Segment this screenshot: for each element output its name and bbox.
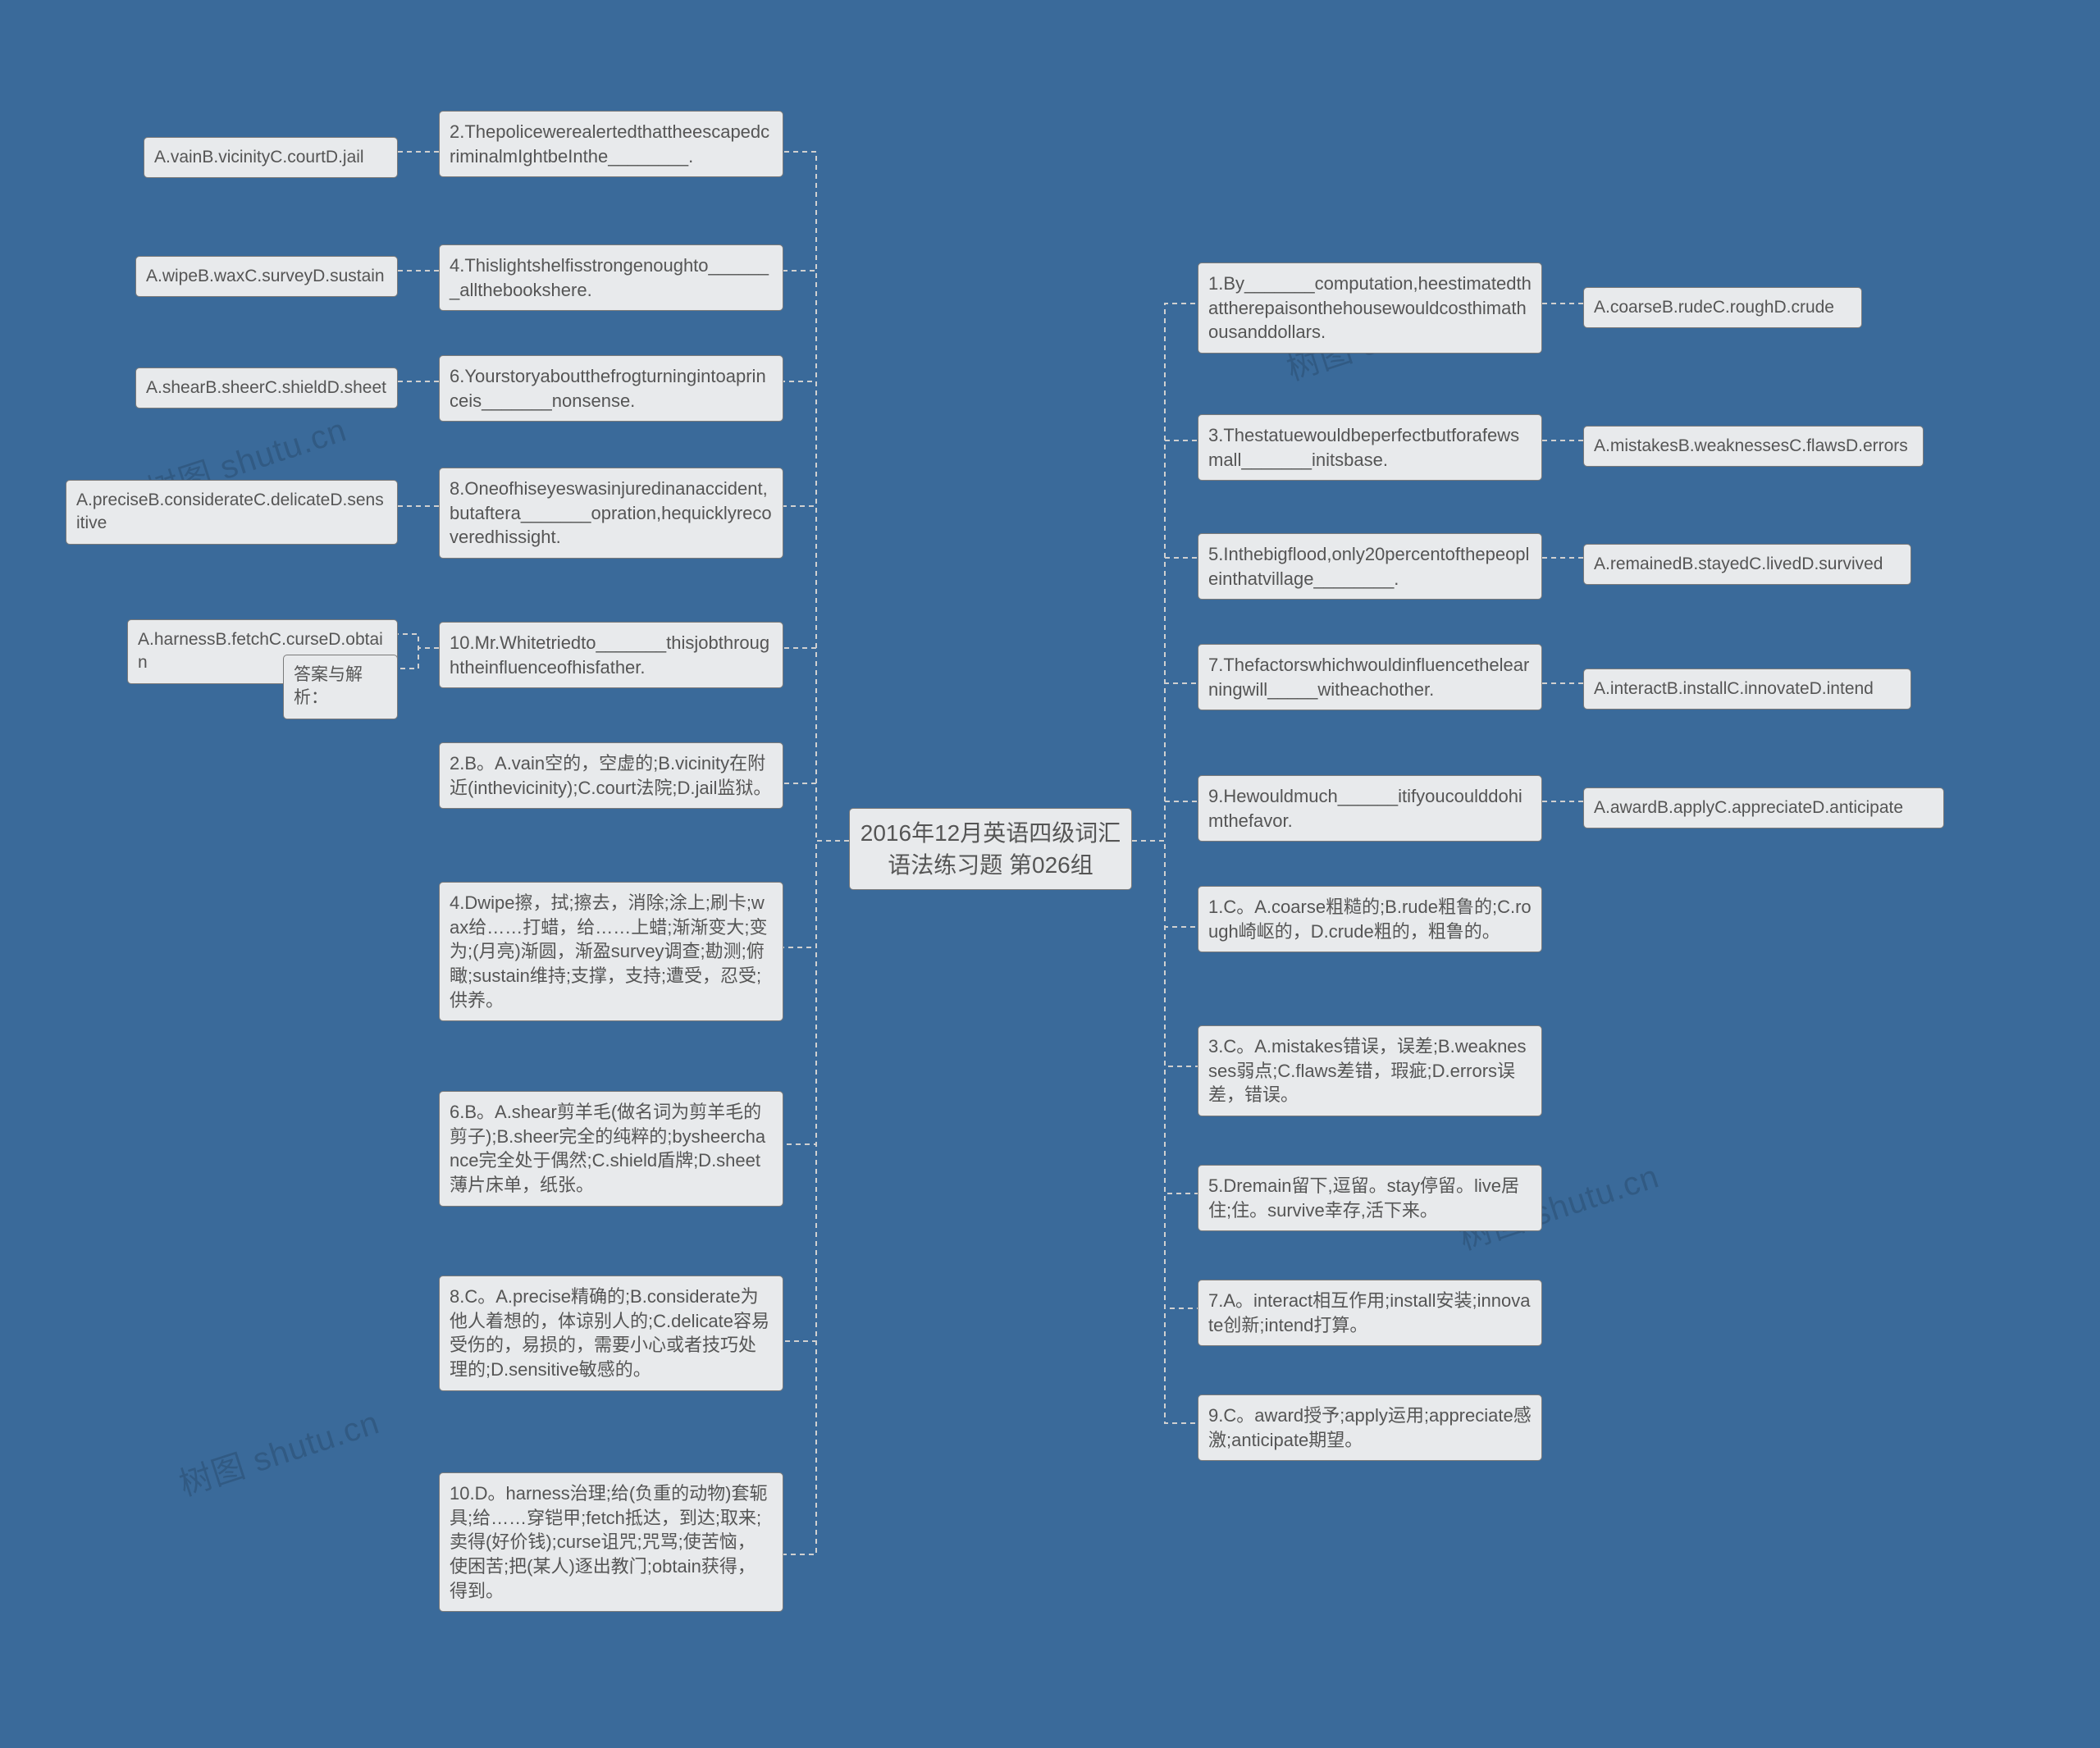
ans2: 2.B。A.vain空的，空虚的;B.vicinity在附近(inthevici… xyxy=(439,742,783,809)
center-node: 2016年12月英语四级词汇语法练习题 第026组 xyxy=(849,808,1132,890)
ans7: 7.A。interact相互作用;install安装;innovate创新;in… xyxy=(1198,1280,1542,1346)
ans8: 8.C。A.precise精确的;B.considerate为他人着想的，体谅别… xyxy=(439,1276,783,1391)
q10: 10.Mr.Whitetriedto_______thisjobthrought… xyxy=(439,622,783,688)
q2: 2.Thepolicewerealertedthattheescapedcrim… xyxy=(439,111,783,177)
q3: 3.Thestatuewouldbeperfectbutforafewsmall… xyxy=(1198,414,1542,481)
ans6: 6.B。A.shear剪羊毛(做名词为剪羊毛的剪子);B.sheer完全的纯粹的… xyxy=(439,1091,783,1207)
a2-opt: A.vainB.vicinityC.courtD.jail xyxy=(144,137,398,178)
a7: A.interactB.installC.innovateD.intend xyxy=(1583,669,1911,710)
a6-opt: A.shearB.sheerC.shieldD.sheet xyxy=(135,367,398,408)
ans9: 9.C。award授予;apply运用;appreciate感激;anticip… xyxy=(1198,1394,1542,1461)
a1: A.coarseB.rudeC.roughD.crude xyxy=(1583,287,1862,328)
a4-opt: A.wipeB.waxC.surveyD.sustain xyxy=(135,256,398,297)
ans10: 10.D。harness治理;给(负重的动物)套轭具;给……穿铠甲;fetch抵… xyxy=(439,1472,783,1612)
q5: 5.Inthebigflood,only20percentofthepeople… xyxy=(1198,533,1542,600)
q7: 7.Thefactorswhichwouldinfluencethelearni… xyxy=(1198,644,1542,710)
ans3: 3.C。A.mistakes错误，误差;B.weaknesses弱点;C.fla… xyxy=(1198,1025,1542,1116)
a9: A.awardB.applyC.appreciateD.anticipate xyxy=(1583,787,1944,828)
ans4: 4.Dwipe擦，拭;擦去，消除;涂上;刷卡;wax给……打蜡，给……上蜡;渐渐… xyxy=(439,882,783,1021)
watermark: 树图 shutu.cn xyxy=(172,1396,385,1505)
q6: 6.Yourstoryaboutthefrogturningintoaprinc… xyxy=(439,355,783,422)
ans5: 5.Dremain留下,逗留。stay停留。live居住;住。survive幸存… xyxy=(1198,1165,1542,1231)
ans1: 1.C。A.coarse粗糙的;B.rude粗鲁的;C.rough崎岖的，D.c… xyxy=(1198,886,1542,952)
q8: 8.Oneofhiseyeswasinjuredinanaccident,but… xyxy=(439,468,783,559)
q4: 4.Thislightshelfisstrongenoughto_______a… xyxy=(439,244,783,311)
a8-opt: A.preciseB.considerateC.delicateD.sensit… xyxy=(66,480,398,545)
q9: 9.Hewouldmuch______itifyoucoulddohimthef… xyxy=(1198,775,1542,842)
a5: A.remainedB.stayedC.livedD.survived xyxy=(1583,544,1911,585)
q1: 1.By_______computation,heestimatedthatth… xyxy=(1198,262,1542,354)
answers-label: 答案与解析： xyxy=(283,655,398,719)
a3: A.mistakesB.weaknessesC.flawsD.errors xyxy=(1583,426,1924,467)
